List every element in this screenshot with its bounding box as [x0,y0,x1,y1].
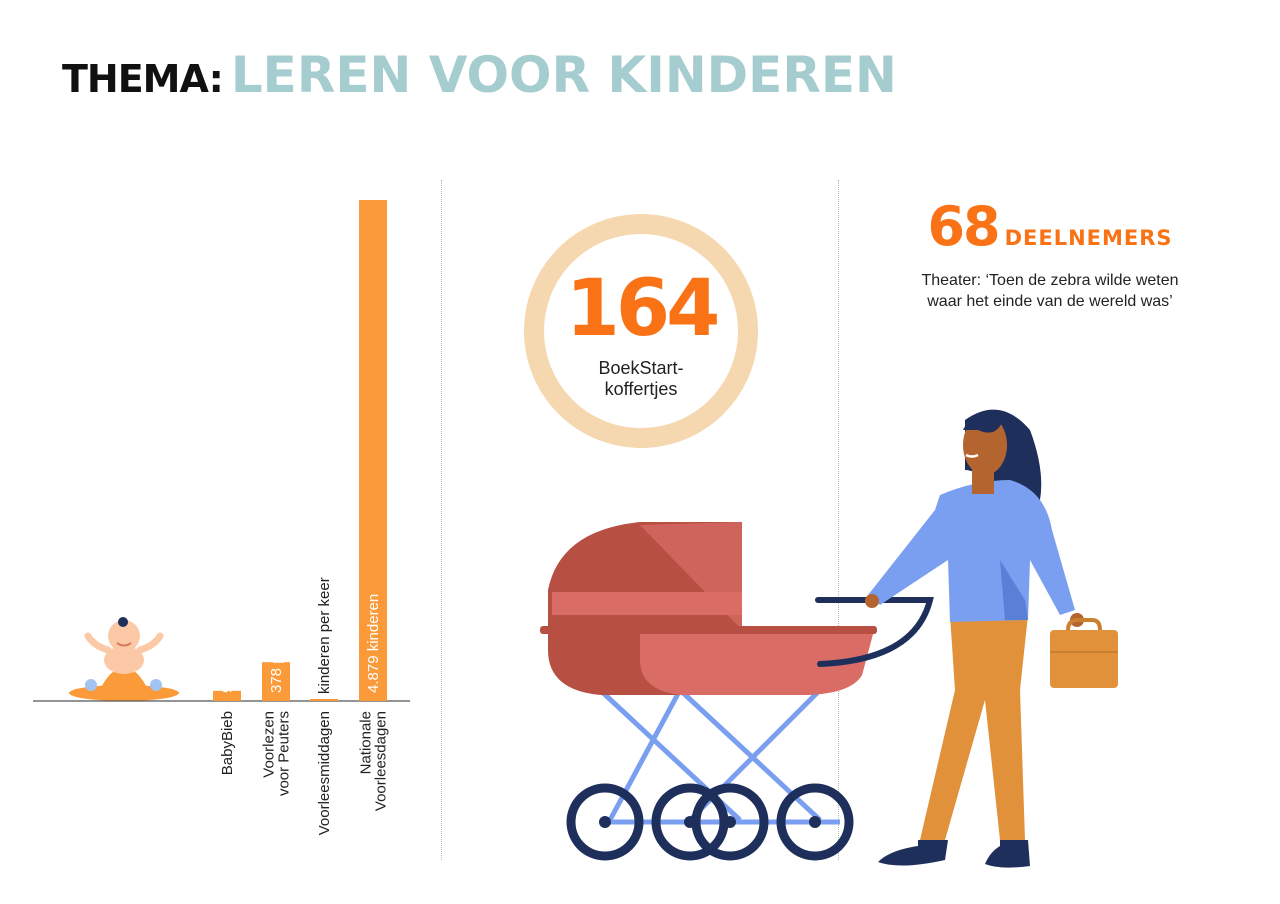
bar [310,699,338,701]
column-divider-left [441,180,442,860]
boekstart-caption-line: BoekStart- [598,358,684,378]
participants-description-line: waar het einde van de wereld was’ [927,293,1173,310]
ring-shape [524,214,758,448]
page-title: THEMA: LEREN VOOR KINDEREN [62,46,897,104]
column-divider-right [838,180,839,860]
title-lead: THEMA: [62,57,224,101]
boekstart-ring: 164 BoekStart- koffertjes [522,212,760,450]
bar-chart: 99 baby's BabyBieb 378 peuters Voorlezenvoo… [33,200,410,835]
bar-value-label: 4.879 kinderen [365,594,382,693]
category-label: BabyBieb [219,711,236,775]
participants-count: 68 [927,195,1000,258]
category-label: Voorlezen [261,711,278,778]
category-label: Voorleesmiddagen [316,711,333,835]
category-label: Voorleesdagen [373,711,390,811]
category-label: voor Peuters [276,711,293,796]
bar-value-extra-label: kinderen per keer [316,577,333,694]
title-accent: LEREN VOOR KINDEREN [230,46,897,104]
boekstart-caption: BoekStart- koffertjes [522,358,760,400]
baby-illustration [69,617,179,701]
bar-value-label: 99 baby's [219,629,236,693]
participants-description: Theater: ‘Toen de zebra wilde weten waar… [880,270,1220,312]
bar [262,662,290,701]
bar [359,200,387,701]
bar-value-label: 378 peuters [268,614,285,693]
category-label: Nationale [358,711,375,774]
bar [213,690,241,701]
participants-stat: 68 DEELNEMERS Theater: ‘Toen de zebra wil… [880,195,1220,312]
boekstart-caption-line: koffertjes [604,379,678,399]
boekstart-count: 164 [565,264,721,354]
woman-with-pram-illustration [540,409,1118,868]
bar-value-label: 5-15 [316,663,333,693]
participants-unit: DEELNEMERS [1004,226,1173,250]
participants-description-line: Theater: ‘Toen de zebra wilde weten [921,272,1179,289]
